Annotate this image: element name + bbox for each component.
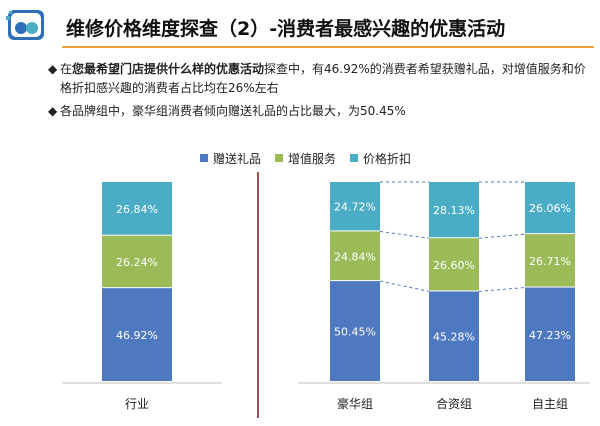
bullet-2-text: 各品牌组中，豪华组消费者倾向赠送礼品的占比最大，为50.45% [60,104,406,118]
data-label-brand-0-discount: 24.72% [334,201,376,214]
legend-swatch-discount [350,154,359,162]
data-label-brand-1-service: 26.60% [433,259,475,272]
bullet-list: ◆ 在您最希望门店提供什么样的优惠活动探查中，有46.92%的消费者希望获赠礼品… [48,60,588,125]
legend-swatch-service [275,154,284,162]
bullet-item-1: ◆ 在您最希望门店提供什么样的优惠活动探查中，有46.92%的消费者希望获赠礼品… [48,60,588,98]
bar-brand-1-discount [429,181,479,238]
bar-brand-2-service [525,234,575,287]
title-underline [62,46,594,48]
page-title: 维修价格维度探查（2）-消费者最感兴趣的优惠活动 [66,18,506,40]
diamond-bullet-icon: ◆ [48,104,58,118]
bullet-1-pre: 在 [60,62,73,76]
series-line-1-service [478,233,526,239]
data-label-industry-0-discount: 26.84% [116,203,158,216]
bar-industry-0-service [102,235,172,288]
bar-brand-1-gift [429,291,479,381]
category-label-brand-2: 自主组 [532,397,568,411]
data-label-brand-2-discount: 26.06% [529,202,571,215]
bar-brand-0-discount [330,181,380,231]
data-label-brand-2-service: 26.71% [529,255,571,268]
chart-legend: 赠送礼品 增值服务 价格折扣 [200,150,411,166]
bar-brand-1-service [429,238,479,291]
legend-item-discount: 价格折扣 [350,150,411,167]
legend-label-discount: 价格折扣 [363,151,412,166]
legend-label-gift: 赠送礼品 [213,151,262,166]
data-label-brand-2-gift: 47.23% [529,329,571,342]
bullet-item-2: ◆ 各品牌组中，豪华组消费者倾向赠送礼品的占比最大，为50.45% [48,102,588,121]
data-label-brand-1-gift: 45.28% [433,331,475,344]
legend-item-gift: 赠送礼品 [200,150,261,167]
bullet-1-bold: 您最希望门店提供什么样的优惠活动 [72,62,265,76]
category-label-industry-0: 行业 [125,397,149,411]
series-line-0-service [379,230,430,239]
legend-label-service: 增值服务 [288,151,337,166]
bar-brand-2-discount [525,182,575,234]
data-label-brand-0-gift: 50.45% [334,326,376,339]
bar-brand-2-gift [525,287,575,381]
bar-brand-0-gift [330,281,380,381]
legend-swatch-gift [200,154,208,162]
bar-industry-0-discount [102,182,172,235]
series-line-1-gift [478,287,526,292]
series-line-0-gift [379,280,430,292]
diamond-bullet-icon: ◆ [48,62,58,76]
data-label-industry-0-service: 26.24% [116,256,158,269]
category-label-brand-0: 豪华组 [337,396,373,411]
bar-industry-0-gift [102,288,172,381]
data-label-industry-0-gift: 46.92% [116,329,158,342]
data-label-brand-1-discount: 28.13% [433,204,475,217]
category-label-brand-1: 合资组 [436,396,472,411]
bar-brand-0-service [330,231,380,281]
bullet-1-post: 探查中，有46.92%的消费者希望获赠礼品，对增值服务和价格折扣感兴趣的消费者占… [60,62,586,95]
legend-item-service: 增值服务 [275,150,336,167]
logo-icon [6,10,44,40]
data-label-brand-0-service: 24.84% [334,250,376,263]
